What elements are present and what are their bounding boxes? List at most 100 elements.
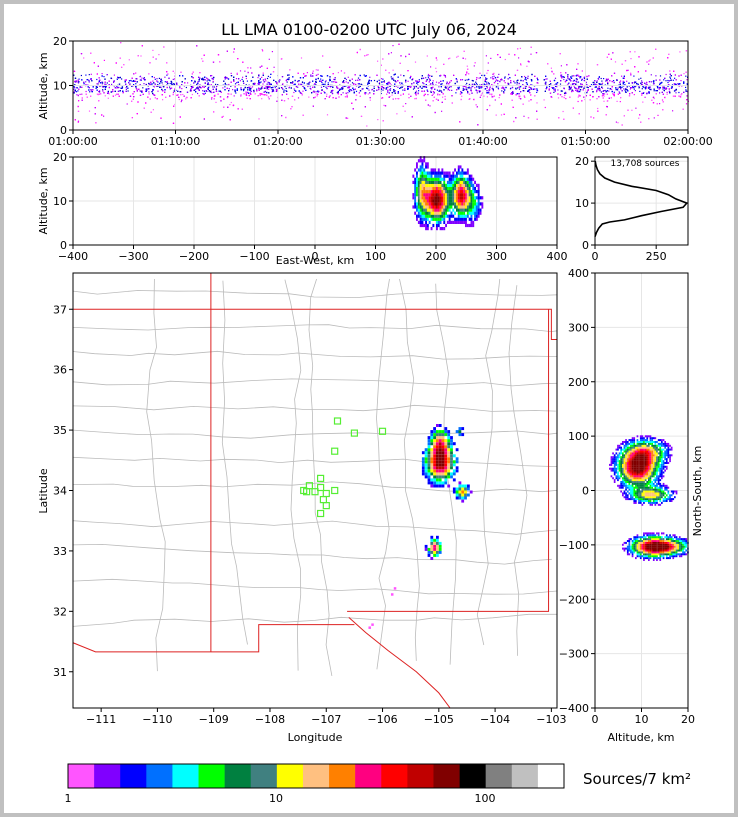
source-point xyxy=(268,86,270,88)
source-point xyxy=(617,122,619,124)
source-point xyxy=(579,90,581,93)
source-point xyxy=(299,91,301,94)
source-point xyxy=(649,88,651,90)
source-point xyxy=(346,117,349,119)
source-point xyxy=(525,82,528,84)
source-point xyxy=(367,83,369,85)
source-point xyxy=(116,93,118,95)
source-point xyxy=(685,50,687,52)
source-point xyxy=(292,76,294,78)
source-point xyxy=(108,93,110,95)
source-point xyxy=(500,114,503,116)
source-point xyxy=(530,87,532,89)
source-point xyxy=(422,86,424,88)
source-point xyxy=(158,54,160,56)
source-point xyxy=(409,85,411,88)
source-point xyxy=(545,75,547,77)
source-point xyxy=(650,88,652,91)
source-point xyxy=(327,82,329,84)
source-point xyxy=(396,113,398,115)
source-point xyxy=(297,97,300,99)
source-point xyxy=(410,75,412,78)
source-point xyxy=(323,83,325,86)
source-point xyxy=(513,80,515,83)
source-point xyxy=(544,82,547,84)
source-point xyxy=(430,66,432,68)
source-point xyxy=(384,105,387,107)
source-point xyxy=(415,94,417,96)
source-point xyxy=(465,88,467,90)
source-point xyxy=(227,96,229,98)
source-point xyxy=(275,85,277,87)
source-point xyxy=(601,86,603,88)
source-point xyxy=(649,86,651,88)
source-point xyxy=(400,74,402,76)
source-point xyxy=(449,81,451,83)
source-point xyxy=(120,42,122,44)
source-point xyxy=(331,92,334,95)
source-point xyxy=(263,87,266,89)
source-point xyxy=(431,94,433,96)
source-point xyxy=(514,54,516,56)
source-point xyxy=(648,86,650,88)
source-point xyxy=(668,90,671,93)
source-point xyxy=(328,96,330,98)
source-point xyxy=(475,79,478,81)
source-point xyxy=(653,117,655,119)
source-point xyxy=(253,89,255,92)
source-point xyxy=(190,88,192,90)
source-point xyxy=(524,96,526,98)
source-point xyxy=(278,81,280,83)
source-point xyxy=(136,90,138,92)
source-point xyxy=(412,88,415,90)
source-point xyxy=(673,70,675,72)
source-point xyxy=(258,88,260,90)
source-point xyxy=(670,87,672,89)
source-point xyxy=(577,89,579,91)
source-point xyxy=(173,83,175,85)
source-point xyxy=(286,79,288,81)
source-point xyxy=(182,75,184,77)
source-point xyxy=(483,95,485,97)
source-point xyxy=(381,86,383,88)
source-point xyxy=(561,96,563,98)
source-point xyxy=(440,83,442,85)
source-point xyxy=(290,87,292,89)
source-point xyxy=(81,97,83,99)
source-point xyxy=(665,87,667,89)
source-point xyxy=(152,49,154,51)
source-point xyxy=(117,76,119,78)
source-point xyxy=(376,80,378,83)
source-point xyxy=(648,92,650,94)
source-point xyxy=(390,88,392,90)
source-point xyxy=(355,99,357,101)
source-point xyxy=(555,83,557,85)
source-point xyxy=(149,62,151,64)
source-point xyxy=(663,87,665,89)
source-point xyxy=(202,79,204,81)
source-point xyxy=(504,58,506,61)
source-point xyxy=(103,92,105,94)
source-point xyxy=(147,96,149,98)
source-point xyxy=(131,100,133,102)
source-point xyxy=(218,90,220,92)
source-point xyxy=(266,88,268,90)
source-point xyxy=(128,59,130,61)
source-point xyxy=(201,58,203,60)
source-point xyxy=(489,89,491,91)
source-point xyxy=(198,95,200,97)
source-point xyxy=(101,75,103,77)
source-point xyxy=(368,79,370,81)
source-point xyxy=(237,58,239,60)
source-point xyxy=(626,89,628,91)
source-point xyxy=(76,94,78,96)
source-point xyxy=(125,88,127,90)
source-point xyxy=(646,83,648,86)
source-point xyxy=(428,78,431,80)
source-point xyxy=(536,110,538,112)
source-point xyxy=(497,88,500,90)
source-point xyxy=(645,70,647,72)
source-point xyxy=(602,93,604,95)
source-point xyxy=(250,93,252,95)
source-point xyxy=(598,89,600,91)
